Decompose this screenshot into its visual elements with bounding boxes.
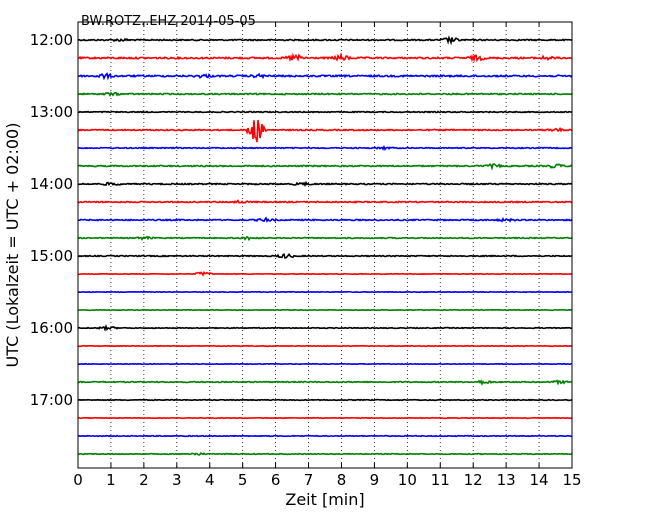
x-tick-label: 11: [431, 471, 450, 489]
seismogram-trace: [77, 434, 573, 438]
x-tick-label: 12: [464, 471, 483, 489]
seismogram-trace: [77, 180, 573, 188]
y-tick-label: 15:00: [30, 247, 73, 265]
seismogram-trace: [77, 199, 573, 204]
seismogram-trace: [77, 235, 573, 242]
y-tick-label: 12:00: [30, 31, 73, 49]
y-tick-label: 14:00: [30, 175, 73, 193]
seismogram-trace: [77, 253, 573, 259]
seismogram-trace: [77, 35, 573, 46]
x-tick-label: 9: [370, 471, 380, 489]
x-tick-label: 6: [271, 471, 281, 489]
seismogram-trace: [77, 270, 573, 277]
seismogram-trace: [77, 324, 573, 332]
chart-title: BW.ROTZ..EHZ 2014-05-05: [81, 14, 256, 29]
x-tick-label: 4: [205, 471, 215, 489]
x-tick-label: 15: [562, 471, 581, 489]
y-tick-label: 16:00: [30, 319, 73, 337]
seismogram-trace: [77, 72, 573, 81]
x-tick-label: 1: [106, 471, 116, 489]
x-tick-label: 2: [139, 471, 149, 489]
seismogram-trace: [77, 110, 573, 114]
seismogram-trace: [77, 91, 573, 97]
x-tick-label: 14: [530, 471, 549, 489]
seismogram-trace: [77, 344, 573, 348]
plot-frame: [77, 21, 573, 469]
x-tick-label: 13: [497, 471, 516, 489]
seismogram-trace: [77, 451, 573, 456]
y-tick-label: 17:00: [30, 391, 73, 409]
seismogram-traces: [77, 35, 573, 456]
x-tick-label: 3: [172, 471, 182, 489]
x-tick-label: 5: [238, 471, 248, 489]
y-axis-title: UTC (Lokalzeit = UTC + 02:00): [3, 123, 22, 368]
seismogram-trace: [77, 416, 573, 420]
seismogram-trace: [77, 362, 573, 366]
plot-background: [78, 22, 572, 468]
seismogram-trace: [77, 308, 573, 312]
seismogram-trace: [77, 163, 573, 171]
y-tick-label: 13:00: [30, 103, 73, 121]
seismogram-trace: [77, 379, 573, 386]
seismogram-trace: [77, 119, 573, 143]
x-axis-title: Zeit [min]: [285, 490, 364, 509]
x-tick-label: 8: [337, 471, 347, 489]
x-tick-label: 10: [398, 471, 417, 489]
x-tick-label: 0: [73, 471, 83, 489]
seismogram-trace: [77, 290, 573, 294]
seismogram-trace: [77, 144, 572, 151]
x-axis-ticks: 0 1 2 3 4 5 6 7 8 9 10 11 12 13 14 15: [73, 22, 582, 489]
seismogram-trace: [77, 398, 573, 402]
x-tick-label: 7: [304, 471, 314, 489]
seismogram-trace: [77, 51, 573, 63]
seismogram-trace: [77, 216, 573, 223]
y-axis-ticks: 12:00 13:00 14:00 15:00 16:00 17:00: [30, 31, 572, 409]
